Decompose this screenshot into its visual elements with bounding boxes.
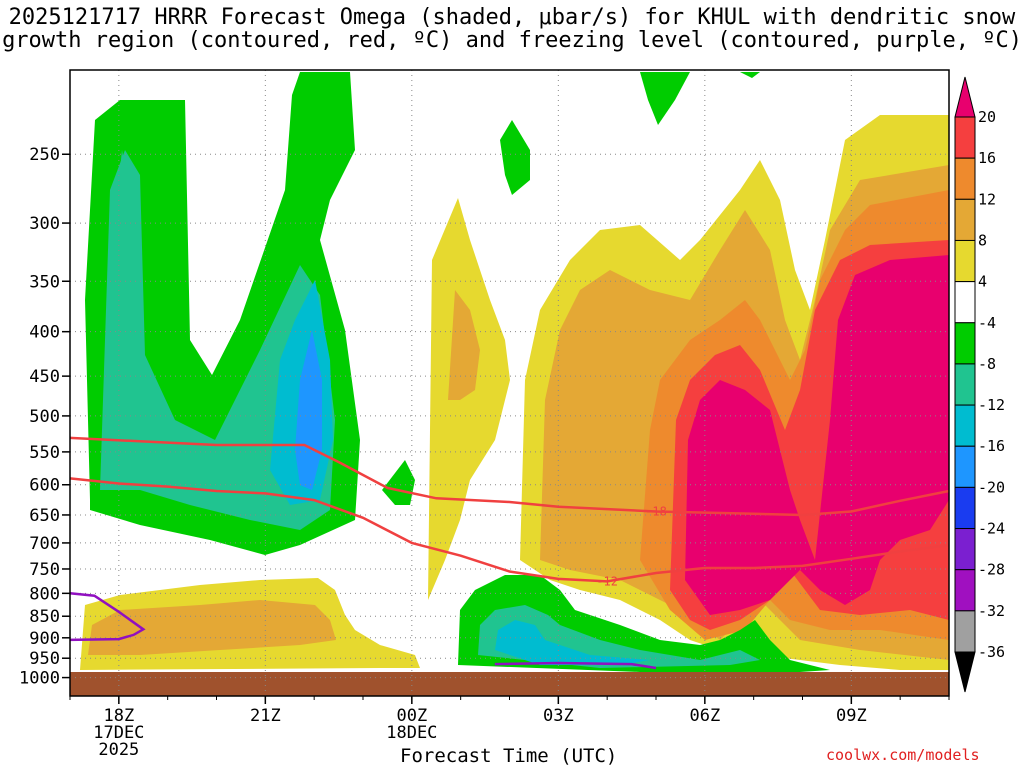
omega-region-cyan-low bbox=[495, 620, 650, 665]
x-tick-label: 18Z bbox=[103, 706, 134, 726]
x-tick-label: 00Z bbox=[396, 706, 427, 726]
colorbar-tick-label: -20 bbox=[978, 478, 1005, 496]
y-tick-label: 650 bbox=[29, 506, 60, 526]
colorbar-segment bbox=[954, 239, 976, 283]
y-tick-label: 600 bbox=[29, 476, 60, 496]
x-tick-label: 09Z bbox=[836, 706, 867, 726]
contour-label: -18 bbox=[645, 504, 667, 518]
colorbar-top-arrow bbox=[954, 76, 976, 118]
colorbar-tick-label: 12 bbox=[978, 190, 996, 208]
y-tick-label: 550 bbox=[29, 443, 60, 463]
omega-shading bbox=[70, 72, 949, 696]
x-tick-label: 06Z bbox=[689, 706, 720, 726]
y-tick-label: 800 bbox=[29, 584, 60, 604]
omega-region-yellow-mid bbox=[428, 198, 510, 600]
colorbar-segment bbox=[954, 363, 976, 406]
x-tick-label: 17DEC bbox=[93, 723, 144, 743]
y-tick-label: 450 bbox=[29, 367, 60, 387]
omega-region-green-blob4 bbox=[382, 460, 415, 505]
y-tick-label: 350 bbox=[29, 272, 60, 292]
x-tick-label: 21Z bbox=[250, 706, 281, 726]
ground-surface bbox=[70, 672, 949, 696]
colorbar-tick-label: 16 bbox=[978, 149, 996, 167]
x-axis-label: Forecast Time (UTC) bbox=[400, 745, 618, 767]
colorbar-tick-label: -32 bbox=[978, 602, 1005, 620]
colorbar-tick-label: -4 bbox=[978, 314, 996, 332]
omega-region-orange-low bbox=[88, 600, 336, 655]
colorbar-segment bbox=[954, 198, 976, 241]
contour-line bbox=[69, 592, 146, 642]
colorbar-segment bbox=[954, 157, 976, 200]
y-tick-label: 400 bbox=[29, 323, 60, 343]
x-tick-label: 18DEC bbox=[386, 723, 437, 743]
contour-label: -12 bbox=[596, 574, 618, 588]
credit-link[interactable]: coolwx.com/models bbox=[826, 746, 980, 764]
colorbar-tick-label: -36 bbox=[978, 643, 1005, 661]
colorbar-segment bbox=[954, 445, 976, 488]
colorbar-tick-label: 8 bbox=[978, 231, 987, 249]
colorbar-tick-label: -12 bbox=[978, 396, 1005, 414]
colorbar-segment bbox=[954, 322, 976, 365]
colorbar-tick-label: 20 bbox=[978, 108, 996, 126]
omega-region-green-blob3 bbox=[740, 72, 760, 78]
title-line-2: growth region (contoured, red, ºC) and f… bbox=[2, 28, 1022, 53]
contour-lines: -18 -12 bbox=[69, 436, 950, 670]
y-tick-label: 1000 bbox=[19, 669, 60, 689]
x-tick-label: 03Z bbox=[543, 706, 574, 726]
y-tick-label: 950 bbox=[29, 649, 60, 669]
y-axis: 2503003504004505005506006507007508008509… bbox=[19, 145, 70, 689]
omega-region-orange-mid bbox=[448, 290, 480, 400]
colorbar-segment bbox=[954, 486, 976, 530]
colorbar: 20 16 12 8 4 -4 -8 -12 -16 -20 -24 -28 -32 -36 bbox=[954, 76, 1005, 693]
colorbar-tick-label: -24 bbox=[978, 520, 1005, 538]
contour-line bbox=[69, 436, 950, 517]
colorbar-segment bbox=[954, 569, 976, 612]
y-tick-label: 500 bbox=[29, 407, 60, 427]
colorbar-segment bbox=[954, 281, 976, 324]
omega-region-green-blob2 bbox=[640, 72, 690, 125]
x-tick-label: 2025 bbox=[98, 740, 139, 760]
y-tick-label: 750 bbox=[29, 560, 60, 580]
colorbar-tick-label: -8 bbox=[978, 355, 996, 373]
colorbar-tick-label: -28 bbox=[978, 561, 1005, 579]
title-line-1: 2025121717 HRRR Forecast Omega (shaded, … bbox=[8, 5, 1016, 30]
colorbar-segment bbox=[954, 404, 976, 447]
colorbar-tick-label: -16 bbox=[978, 437, 1005, 455]
y-tick-label: 850 bbox=[29, 607, 60, 627]
colorbar-tick-label: 4 bbox=[978, 273, 987, 291]
y-tick-label: 300 bbox=[29, 214, 60, 234]
omega-region-green-blob1 bbox=[500, 120, 530, 195]
y-tick-label: 250 bbox=[29, 145, 60, 165]
omega-region-teal-left2 bbox=[112, 150, 135, 330]
colorbar-segment bbox=[954, 528, 976, 571]
contour-line bbox=[69, 477, 950, 583]
colorbar-bottom-arrow bbox=[954, 651, 976, 693]
y-tick-label: 700 bbox=[29, 534, 60, 554]
y-tick-label: 900 bbox=[29, 629, 60, 649]
omega-region-magenta-right bbox=[685, 255, 949, 615]
contour-line bbox=[494, 661, 657, 670]
colorbar-segment bbox=[954, 116, 976, 159]
chart-title: 2025121717 HRRR Forecast Omega (shaded, … bbox=[0, 6, 1024, 52]
colorbar-segment bbox=[954, 610, 976, 653]
